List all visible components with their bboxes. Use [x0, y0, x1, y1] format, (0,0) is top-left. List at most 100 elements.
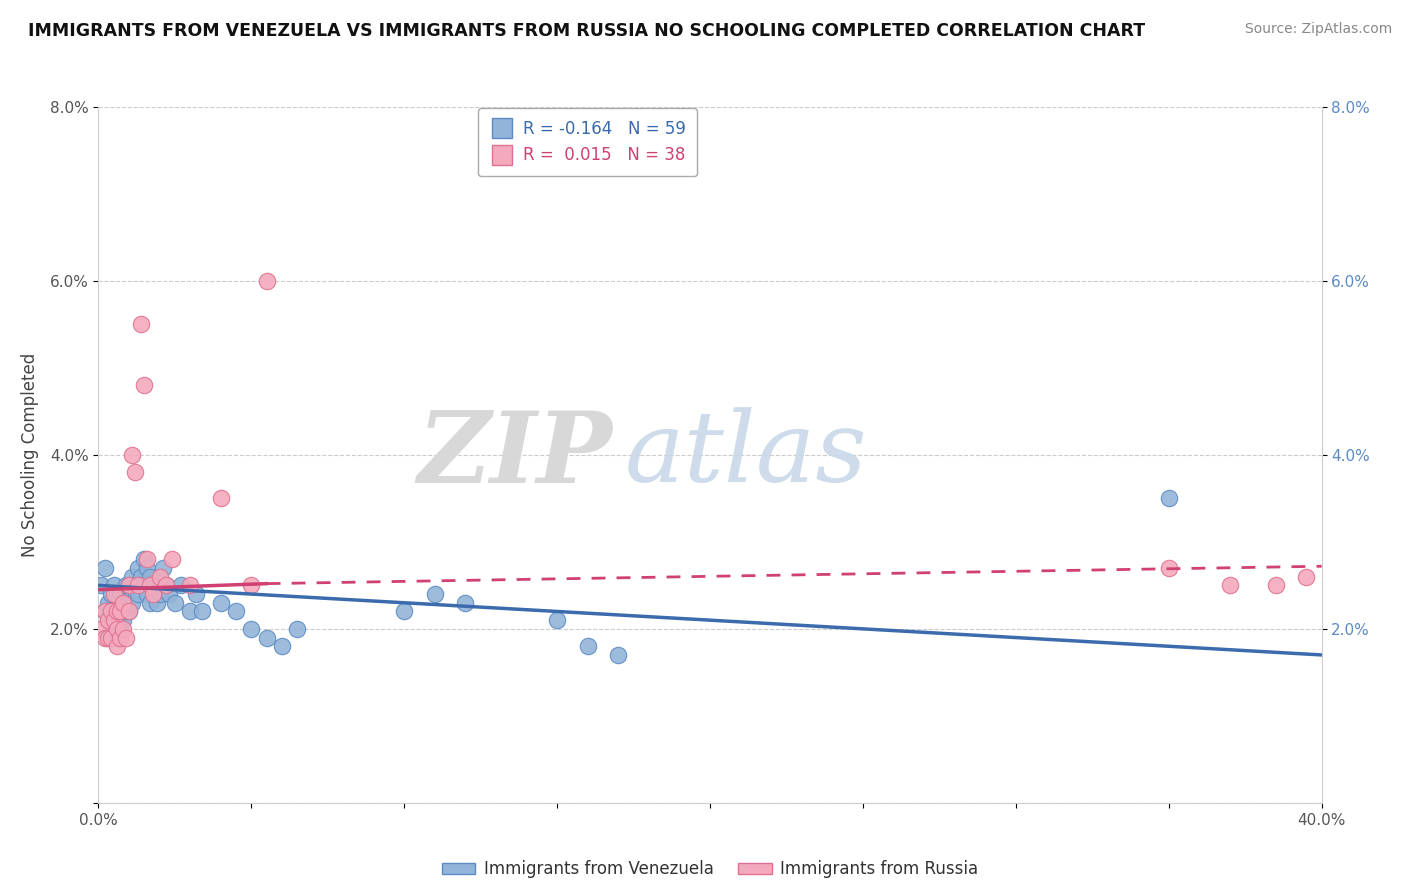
Point [127, 578, 149, 592]
Point [118, 605, 141, 619]
Point [108, 631, 131, 645]
Text: atlas: atlas [624, 408, 868, 502]
Point [155, 578, 177, 592]
Point [209, 491, 232, 506]
Point [105, 622, 128, 636]
Point [93, 561, 115, 575]
Point [139, 578, 162, 592]
Point [124, 578, 146, 592]
Point [103, 605, 125, 619]
Point [100, 605, 122, 619]
Point [103, 578, 125, 592]
Point [127, 561, 149, 575]
Point [93, 605, 115, 619]
Point [100, 587, 122, 601]
Point [157, 587, 180, 601]
Point [270, 639, 292, 653]
Y-axis label: No Schooling Completed: No Schooling Completed [21, 353, 39, 557]
Point [256, 631, 278, 645]
Point [97, 613, 120, 627]
Point [108, 605, 131, 619]
Point [103, 613, 125, 627]
Point [90, 622, 112, 636]
Point [100, 631, 122, 645]
Point [97, 613, 120, 627]
Point [121, 570, 143, 584]
Point [170, 578, 193, 592]
Point [134, 552, 156, 566]
Point [105, 587, 128, 601]
Point [97, 596, 120, 610]
Point [108, 587, 131, 601]
Point [90, 578, 112, 592]
Text: Source: ZipAtlas.com: Source: ZipAtlas.com [1244, 22, 1392, 37]
Point [103, 587, 125, 601]
Point [576, 639, 599, 653]
Point [121, 596, 143, 610]
Point [191, 605, 214, 619]
Point [118, 578, 141, 592]
Point [423, 587, 446, 601]
Point [160, 552, 183, 566]
Point [149, 570, 172, 584]
Point [134, 378, 156, 392]
Point [179, 578, 201, 592]
Text: ZIP: ZIP [418, 407, 612, 503]
Legend: Immigrants from Venezuela, Immigrants from Russia: Immigrants from Venezuela, Immigrants fr… [436, 854, 984, 885]
Point [225, 605, 247, 619]
Point [392, 605, 416, 619]
Point [145, 596, 167, 610]
Text: IMMIGRANTS FROM VENEZUELA VS IMMIGRANTS FROM RUSSIA NO SCHOOLING COMPLETED CORRE: IMMIGRANTS FROM VENEZUELA VS IMMIGRANTS … [28, 22, 1146, 40]
Point [115, 631, 138, 645]
Point [163, 596, 186, 610]
Point [105, 631, 128, 645]
Point [240, 622, 263, 636]
Point [142, 587, 165, 601]
Point [93, 605, 115, 619]
Point [127, 587, 149, 601]
Point [134, 578, 156, 592]
Point [93, 631, 115, 645]
Point [124, 466, 146, 480]
Point [155, 578, 177, 592]
Point [103, 631, 125, 645]
Point [149, 587, 172, 601]
Point [186, 587, 208, 601]
Point [454, 596, 477, 610]
Point [240, 578, 263, 592]
Point [1295, 570, 1317, 584]
Point [139, 596, 162, 610]
Point [111, 596, 134, 610]
Point [136, 587, 159, 601]
Point [108, 622, 131, 636]
Point [108, 605, 131, 619]
Point [607, 648, 630, 662]
Point [111, 622, 134, 636]
Point [136, 561, 159, 575]
Point [256, 274, 278, 288]
Point [209, 596, 232, 610]
Point [1219, 578, 1241, 592]
Point [121, 448, 143, 462]
Point [1157, 561, 1180, 575]
Point [105, 605, 128, 619]
Point [1157, 491, 1180, 506]
Point [285, 622, 308, 636]
Point [546, 613, 568, 627]
Point [97, 631, 120, 645]
Point [118, 605, 141, 619]
Point [115, 605, 138, 619]
Point [139, 570, 162, 584]
Point [100, 631, 122, 645]
Point [105, 605, 128, 619]
Point [115, 578, 138, 592]
Point [152, 561, 174, 575]
Point [142, 578, 165, 592]
Point [179, 605, 201, 619]
Point [129, 318, 152, 332]
Point [136, 552, 159, 566]
Point [129, 570, 152, 584]
Point [111, 596, 134, 610]
Point [100, 605, 122, 619]
Point [118, 578, 141, 592]
